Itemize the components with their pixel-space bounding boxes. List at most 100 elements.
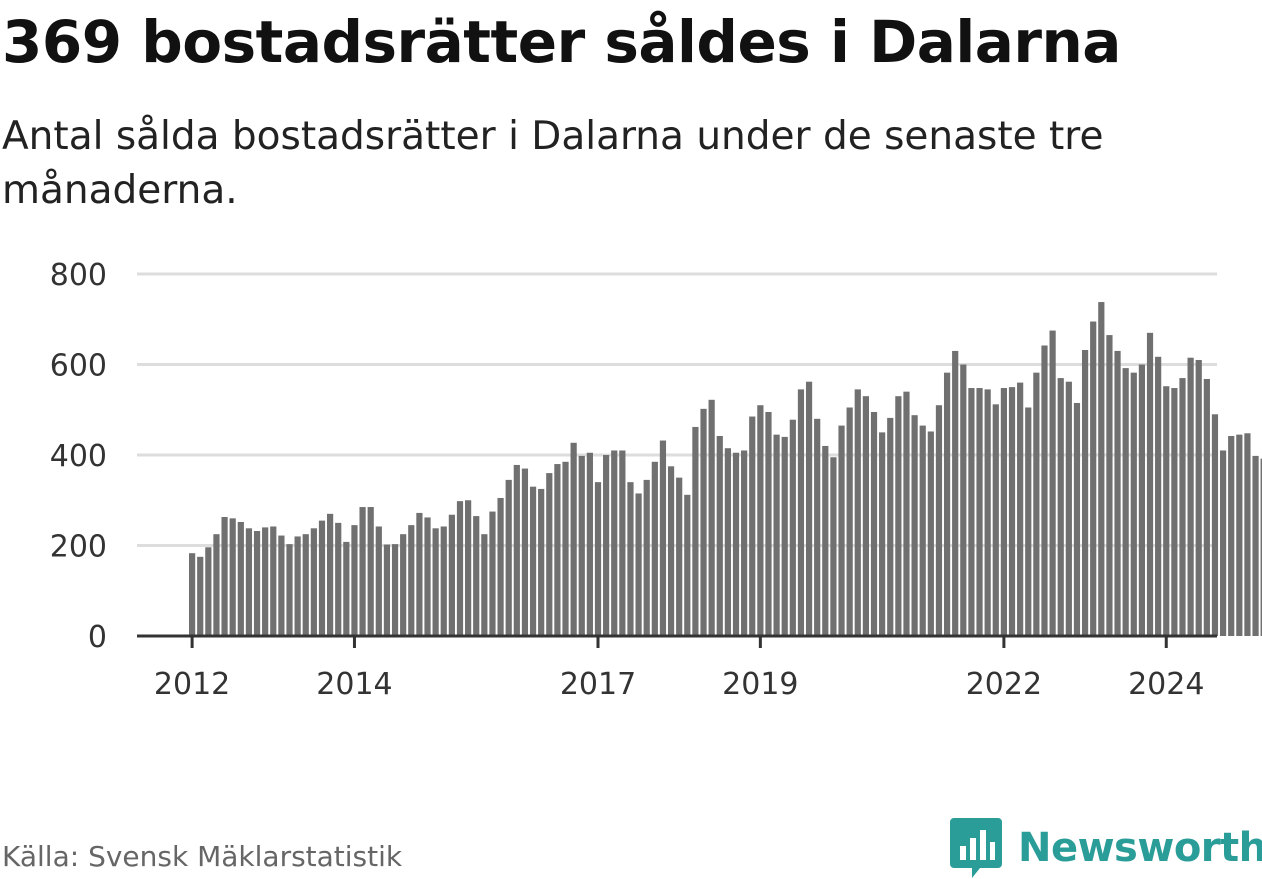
bar	[1049, 330, 1056, 636]
bar	[1195, 359, 1202, 636]
bar	[838, 425, 845, 636]
bar	[400, 534, 407, 636]
bar	[870, 412, 878, 636]
bar	[919, 425, 926, 636]
bar	[1155, 356, 1162, 636]
bar	[1057, 378, 1064, 636]
bar	[448, 514, 455, 636]
bar	[351, 525, 358, 636]
bar	[1130, 372, 1137, 636]
bar	[578, 455, 585, 636]
bar	[594, 482, 602, 636]
bar	[781, 436, 788, 636]
label-layer: 0200400600800201220142017201920222024369	[50, 258, 1205, 702]
newsworthy-logo[interactable]: Newsworthy	[950, 818, 1262, 878]
y-tick-label: 200	[50, 530, 107, 565]
bar	[521, 468, 529, 636]
x-tick-label: 2019	[722, 667, 798, 702]
bar	[797, 389, 805, 636]
bar-chart: 0200400600800201220142017201920222024369	[50, 258, 1262, 702]
bar	[359, 507, 366, 636]
bar	[570, 442, 577, 636]
bar	[1138, 364, 1146, 636]
bar	[846, 407, 853, 636]
bar	[757, 405, 764, 636]
bar	[1073, 402, 1081, 636]
bar	[879, 432, 886, 636]
bar	[651, 461, 658, 636]
bar	[440, 526, 447, 636]
bar	[716, 435, 723, 636]
bar	[327, 513, 334, 636]
bar	[627, 482, 634, 636]
bar	[708, 399, 715, 636]
bar	[984, 389, 991, 636]
bar	[1179, 378, 1186, 636]
bar	[294, 536, 301, 636]
y-tick-label: 400	[50, 439, 107, 474]
bar	[1260, 458, 1262, 636]
bar	[862, 396, 869, 636]
bar	[221, 516, 228, 636]
bar	[529, 486, 537, 636]
bar	[619, 450, 626, 636]
y-tick-label: 600	[50, 349, 107, 384]
bar	[229, 518, 236, 636]
bar	[505, 479, 512, 636]
bar	[724, 448, 731, 636]
bar	[473, 516, 480, 636]
bar-chart-bubble-icon	[950, 818, 1002, 878]
bar	[197, 556, 204, 636]
y-tick-label: 800	[50, 258, 107, 293]
bar	[213, 534, 220, 636]
bar	[456, 501, 464, 636]
bar	[952, 350, 959, 636]
bar	[684, 494, 691, 636]
x-tick-label: 2012	[154, 667, 230, 702]
bar	[765, 412, 772, 636]
bar	[1017, 382, 1024, 636]
bar	[603, 455, 610, 636]
bar	[310, 528, 317, 636]
bar	[237, 521, 244, 636]
bar	[667, 466, 675, 636]
bar	[692, 426, 699, 636]
source-note: Källa: Svensk Mäklarstatistik	[2, 840, 403, 873]
bar	[1146, 332, 1154, 636]
bar	[814, 418, 821, 636]
bar	[1081, 350, 1089, 636]
bar	[943, 372, 951, 636]
bar	[408, 525, 415, 636]
bar	[805, 381, 813, 636]
bar	[391, 544, 399, 636]
y-tick-label: 0	[88, 620, 107, 655]
bar	[481, 534, 488, 636]
bar	[1219, 450, 1227, 636]
bar	[676, 477, 683, 636]
bar	[432, 528, 439, 636]
bar	[1000, 388, 1007, 636]
bar	[1122, 368, 1129, 636]
chart-subtitle: Antal sålda bostadsrätter i Dalarna unde…	[2, 114, 1104, 213]
bar	[245, 528, 253, 636]
bar	[1041, 345, 1048, 636]
bar	[960, 364, 967, 636]
chart-title: 369 bostadsrätter såldes i Dalarna	[2, 8, 1121, 76]
bar	[489, 511, 496, 636]
bar	[416, 512, 423, 636]
bar	[992, 404, 999, 636]
bar	[895, 396, 902, 636]
bar	[789, 419, 796, 636]
bar	[749, 416, 756, 636]
bar	[1187, 357, 1194, 636]
bar	[465, 500, 472, 636]
bar	[253, 531, 261, 636]
bar	[546, 473, 553, 636]
bar	[976, 388, 983, 636]
bar-layer	[189, 302, 1262, 636]
bar	[1236, 434, 1243, 636]
bar	[1244, 433, 1251, 636]
bar	[700, 408, 707, 636]
bar	[1008, 387, 1016, 636]
bar	[562, 461, 569, 636]
